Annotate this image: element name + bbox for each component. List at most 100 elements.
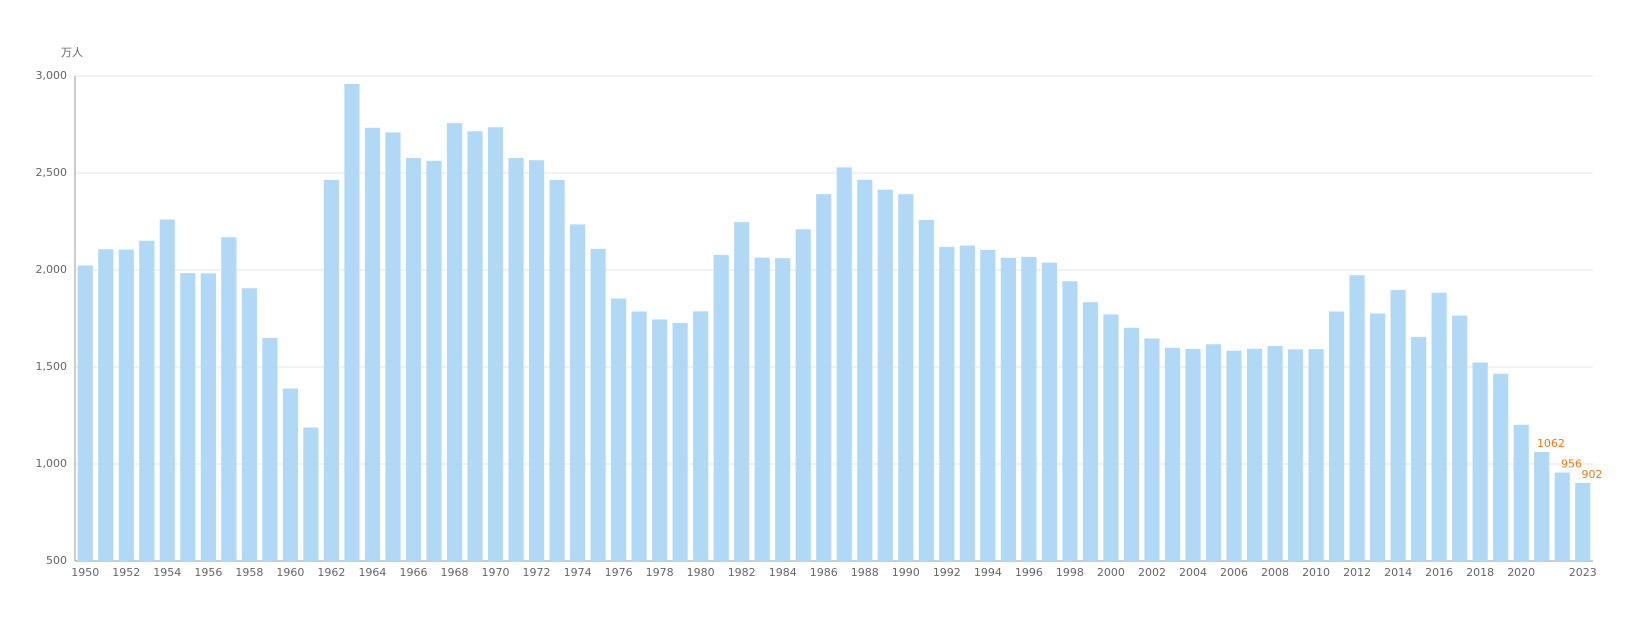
bar xyxy=(118,249,134,561)
bar xyxy=(775,258,791,561)
bar xyxy=(1328,311,1345,561)
bar xyxy=(405,158,422,561)
bar xyxy=(672,322,688,561)
x-tick-label: 1978 xyxy=(646,566,674,579)
x-tick-label: 1958 xyxy=(235,566,263,579)
x-tick-label: 1960 xyxy=(276,566,304,579)
bar xyxy=(303,427,319,561)
bar xyxy=(1205,344,1222,561)
bar xyxy=(918,219,934,561)
y-tick-label: 1,000 xyxy=(36,457,68,470)
bar xyxy=(857,179,873,562)
x-tick-label: 2020 xyxy=(1507,566,1535,579)
x-tick-label: 1970 xyxy=(482,566,510,579)
bar xyxy=(262,337,278,561)
x-tick-label: 1998 xyxy=(1056,566,1084,579)
value-label: 1062 xyxy=(1537,437,1565,450)
x-tick-label: 1972 xyxy=(523,566,551,579)
y-tick-label: 2,000 xyxy=(36,263,68,276)
bar xyxy=(1493,373,1509,561)
bar xyxy=(1103,314,1119,561)
x-tick-label: 1990 xyxy=(892,566,920,579)
x-tick-label: 2014 xyxy=(1384,566,1412,579)
x-tick-label: 1952 xyxy=(112,566,140,579)
bar xyxy=(1164,347,1181,561)
bar xyxy=(1308,349,1324,561)
bar xyxy=(1144,338,1160,561)
bar xyxy=(569,224,586,561)
bar xyxy=(221,237,237,562)
bar xyxy=(426,160,442,561)
bar xyxy=(467,131,483,562)
bar xyxy=(508,157,524,562)
y-tick-label: 500 xyxy=(46,554,67,567)
bar xyxy=(1123,327,1140,561)
bar xyxy=(487,127,504,561)
bar xyxy=(980,249,996,561)
x-tick-label: 2016 xyxy=(1425,566,1453,579)
bar xyxy=(816,194,832,561)
x-tick-label: 2002 xyxy=(1138,566,1166,579)
bar xyxy=(939,246,955,561)
value-label: 956 xyxy=(1561,458,1582,471)
x-tick-label: 2006 xyxy=(1220,566,1248,579)
bar xyxy=(898,194,914,561)
x-tick-label: 2023 xyxy=(1569,566,1597,579)
x-tick-label: 1994 xyxy=(974,566,1002,579)
bar xyxy=(1000,257,1016,561)
bar xyxy=(344,83,360,561)
x-tick-label: 1992 xyxy=(933,566,961,579)
bar xyxy=(1554,472,1570,561)
x-tick-label: 2008 xyxy=(1261,566,1289,579)
x-tick-label: 1956 xyxy=(194,566,222,579)
bar xyxy=(323,179,340,561)
y-tick-label: 2,500 xyxy=(36,166,68,179)
bar xyxy=(590,248,606,561)
bar xyxy=(1349,275,1365,561)
y-axis-label: 万人 xyxy=(61,46,83,59)
x-tick-label: 1974 xyxy=(564,566,592,579)
bar xyxy=(446,123,463,561)
bar xyxy=(1041,262,1057,561)
bar xyxy=(1185,348,1201,561)
x-tick-label: 1964 xyxy=(358,566,386,579)
x-tick-label: 2000 xyxy=(1097,566,1125,579)
x-tick-label: 1950 xyxy=(71,566,99,579)
bar xyxy=(1452,315,1468,561)
bar xyxy=(77,265,93,561)
x-tick-label: 1982 xyxy=(728,566,756,579)
bar xyxy=(1226,350,1242,561)
bar xyxy=(1370,313,1386,561)
bar xyxy=(795,229,811,561)
x-tick-label: 1986 xyxy=(810,566,838,579)
bar xyxy=(959,245,975,561)
value-label: 902 xyxy=(1581,468,1602,481)
bar xyxy=(180,273,196,561)
x-tick-label: 1954 xyxy=(153,566,181,579)
bar xyxy=(1062,281,1078,561)
bar xyxy=(528,160,545,562)
x-tick-label: 1962 xyxy=(317,566,345,579)
bar xyxy=(1021,257,1037,561)
x-tick-label: 2004 xyxy=(1179,566,1207,579)
bar xyxy=(241,288,257,561)
bar xyxy=(713,254,729,562)
bar xyxy=(1246,348,1263,561)
bar xyxy=(1513,424,1529,561)
x-tick-label: 1966 xyxy=(399,566,427,579)
bar xyxy=(1082,302,1099,561)
bar xyxy=(1472,362,1488,561)
bar xyxy=(631,311,647,561)
x-tick-label: 2010 xyxy=(1302,566,1330,579)
x-tick-label: 2012 xyxy=(1343,566,1371,579)
bar xyxy=(754,257,770,561)
bar xyxy=(1534,451,1550,561)
bar xyxy=(652,319,668,561)
bar xyxy=(1575,483,1591,561)
bar xyxy=(836,167,852,561)
x-tick-label: 1984 xyxy=(769,566,797,579)
bar xyxy=(1411,336,1427,561)
bar xyxy=(734,222,750,561)
bar xyxy=(282,388,298,561)
